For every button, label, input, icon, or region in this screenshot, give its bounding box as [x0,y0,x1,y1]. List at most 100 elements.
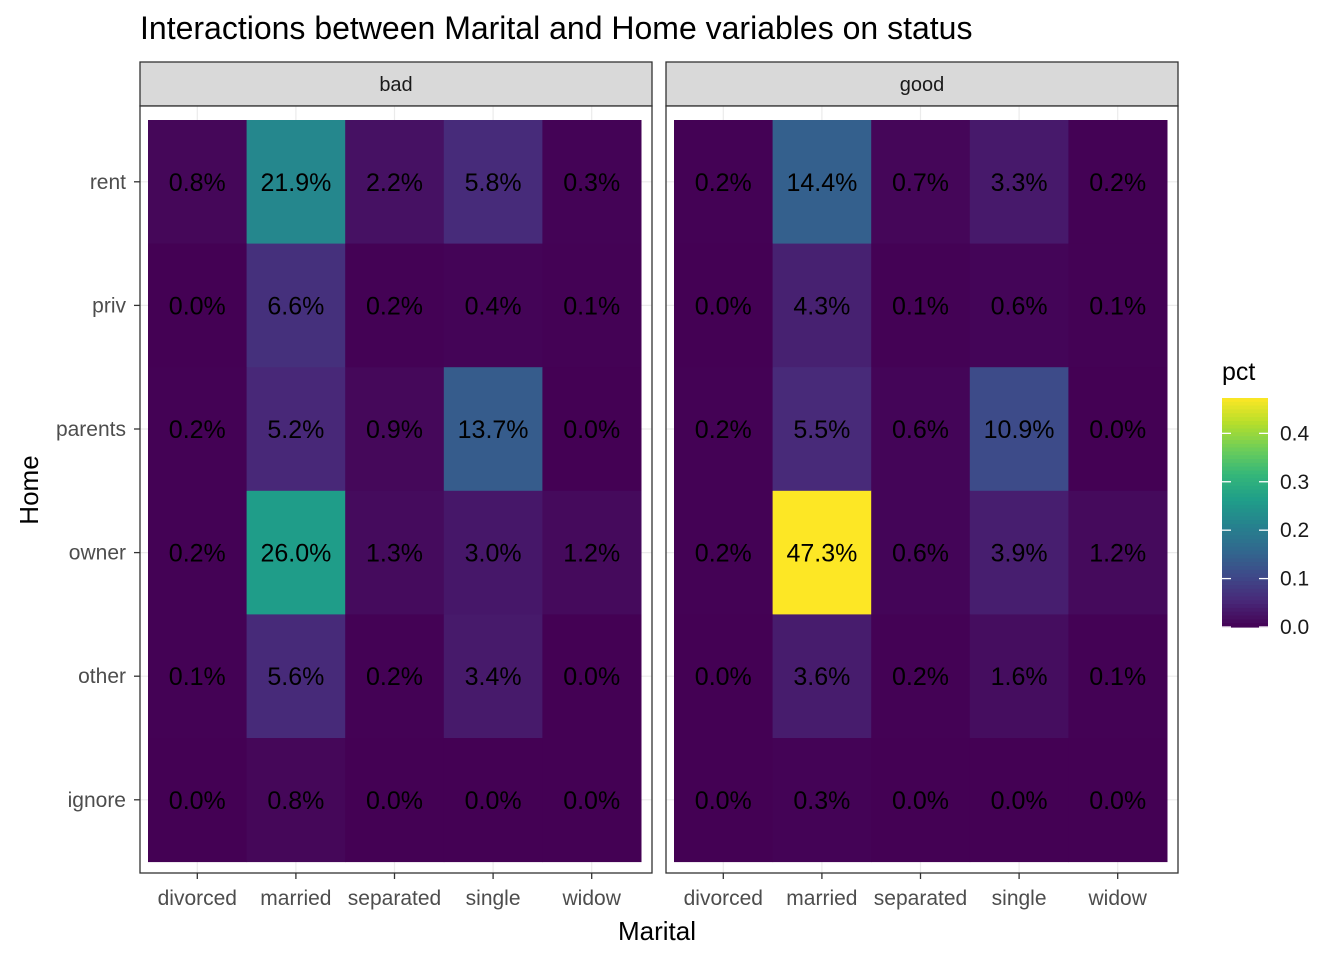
x-tick-label: single [992,887,1047,910]
tile-label: 0.2% [1089,169,1146,197]
legend-colorbar-segment [1222,550,1268,556]
tile-label: 0.3% [563,169,620,197]
heatmap-tile [345,243,445,368]
tile-label: 14.4% [786,169,857,197]
heatmap-tile [148,243,248,368]
tile-label: 0.6% [991,292,1048,320]
heatmap-tile [674,490,774,615]
legend-colorbar-segment [1222,577,1268,582]
tile-label: 0.4% [465,292,522,320]
heatmap-tile [871,243,971,368]
legend-colorbar-segment [1222,565,1268,571]
legend-colorbar-segment [1222,573,1268,578]
heatmap-tile [246,243,346,368]
tile-label: 0.0% [695,663,752,691]
legend-colorbar-segment [1222,409,1268,414]
tile-label: 0.1% [563,292,620,320]
legend-colorbar-segment [1222,619,1268,624]
y-tick-label: parents [56,418,126,441]
tile-label: 0.0% [563,787,620,815]
tile-label: 6.6% [267,292,324,320]
legend-colorbar-segment [1222,413,1268,418]
tile-label: 0.0% [169,292,226,320]
legend-colorbar-segment [1222,401,1268,407]
legend-colorbar-segment [1222,428,1268,433]
heatmap-tile [1068,490,1168,615]
legend-colorbar-segment [1222,562,1268,567]
legend-tick-label: 0.0 [1280,616,1309,639]
x-tick-label: divorced [684,887,763,910]
tile-label: 21.9% [260,169,331,197]
tile-label: 5.6% [267,663,324,691]
facet-strip [665,61,1179,107]
tile-label: 0.9% [366,416,423,444]
legend-colorbar-segment [1222,474,1268,479]
legend-colorbar-segment [1222,527,1268,533]
tile-label: 0.1% [169,663,226,691]
heatmap-tile [969,120,1069,245]
legend-colorbar-segment [1222,512,1268,517]
legend-colorbar-segment [1222,455,1268,460]
heatmap-tile [443,738,543,863]
heatmap-tile [674,614,774,739]
tile-label: 10.9% [984,416,1055,444]
legend-colorbar-segment [1222,432,1268,437]
legend-colorbar-segment [1222,569,1268,575]
legend-colorbar-segment [1222,535,1268,540]
heatmap-tile [542,367,642,492]
tile-label: 0.2% [695,540,752,568]
legend-colorbar-segment [1222,581,1268,586]
tile-label: 0.0% [366,787,423,815]
tile-label: 0.0% [991,787,1048,815]
x-axis-title: Marital [618,916,696,946]
x-tick-label: widow [1088,887,1148,910]
legend-colorbar-segment [1222,459,1268,464]
heatmap-tile [871,367,971,492]
x-tick-label: separated [874,887,967,910]
y-tick-label: priv [92,294,126,317]
legend-tick-label: 0.3 [1280,471,1309,494]
legend-colorbar-segment [1222,478,1268,483]
heatmap-tile [443,243,543,368]
tile-label: 0.2% [169,416,226,444]
heatmap-tile [1068,738,1168,863]
heatmap-tile [1068,367,1168,492]
tile-label: 0.0% [892,787,949,815]
x-tick-label: widow [562,887,622,910]
legend-colorbar-segment [1222,592,1268,598]
legend-colorbar-segment [1222,489,1268,495]
legend-colorbar-segment [1222,443,1268,449]
tile-label: 0.0% [563,416,620,444]
facet-strip-label: bad [379,74,412,96]
legend-colorbar-segment [1222,539,1268,544]
legend-colorbar-segment [1222,398,1268,403]
heatmap-tile [246,614,346,739]
tile-label: 26.0% [260,540,331,568]
heatmap-tile [871,120,971,245]
x-tick-label: divorced [158,887,237,910]
tile-label: 0.2% [366,663,423,691]
heatmap-tile [443,367,543,492]
tile-label: 5.2% [267,416,324,444]
heatmap-tile [345,614,445,739]
heatmap-tile [969,614,1069,739]
legend-colorbar-segment [1222,466,1268,472]
heatmap-tile [345,738,445,863]
legend-colorbar-segment [1222,451,1268,456]
legend-colorbar-segment [1222,501,1268,506]
heatmap-tile [674,367,774,492]
legend-colorbar-segment [1222,447,1268,453]
legend-colorbar-segment [1222,516,1268,521]
heatmap-tile [542,120,642,245]
heatmap-tile [148,120,248,245]
legend-colorbar-segment [1222,554,1268,559]
tile-label: 1.2% [563,540,620,568]
tile-label: 0.3% [793,787,850,815]
legend-colorbar-segment [1222,439,1268,445]
heatmap-tile [246,367,346,492]
legend-tick-label: 0.1 [1280,568,1309,591]
tile-label: 0.0% [1089,416,1146,444]
x-tick-label: single [466,887,521,910]
x-tick-label: separated [348,887,441,910]
